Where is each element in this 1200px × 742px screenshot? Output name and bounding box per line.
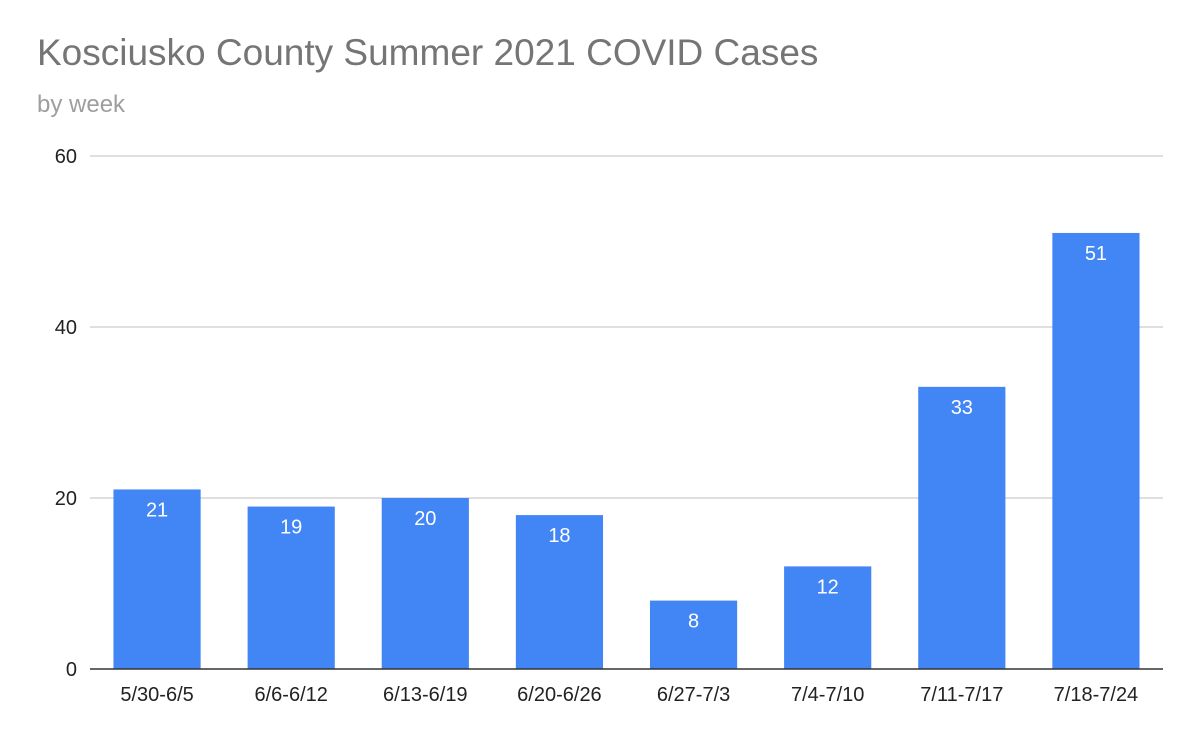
data-label: 18 [548, 525, 570, 547]
bar [381, 498, 469, 669]
data-label: 51 [1085, 243, 1107, 265]
bar [1052, 232, 1140, 669]
bars: 21 19 20 18 8 12 33 51 [113, 232, 1140, 669]
data-label: 33 [951, 397, 973, 419]
y-tick-label: 20 [55, 488, 77, 510]
x-tick-label: 7/11-7/17 [920, 684, 1003, 706]
x-tick-label: 6/13-6/19 [383, 684, 468, 706]
bar [113, 489, 201, 669]
y-tick-label: 40 [55, 317, 77, 339]
x-tick-label: 5/30-6/5 [120, 684, 193, 706]
data-label: 8 [688, 611, 699, 633]
bar [918, 386, 1006, 669]
data-label: 19 [280, 517, 302, 539]
x-tick-label: 6/20-6/26 [517, 684, 602, 706]
y-tick-label: 60 [55, 146, 77, 168]
bar [247, 506, 335, 669]
bar [649, 600, 738, 669]
bar [784, 566, 872, 669]
data-label: 21 [146, 499, 168, 521]
data-label: 12 [817, 576, 839, 598]
chart-subtitle: by week [37, 91, 126, 118]
data-label: 20 [414, 508, 436, 530]
bar [515, 515, 604, 669]
x-tick-label: 6/6-6/12 [254, 684, 327, 706]
x-tick-label: 6/27-7/3 [657, 684, 730, 706]
x-tick-label: 7/18-7/24 [1054, 684, 1139, 706]
axes: 0 20 40 60 5/30-6/5 6/6-6/12 6/13-6/19 6/20-6/2… [55, 146, 1163, 706]
y-tick-label: 0 [66, 659, 77, 681]
chart-title: Kosciusko County Summer 2021 COVID Cases [37, 32, 819, 73]
x-tick-label: 7/4-7/10 [791, 684, 864, 706]
